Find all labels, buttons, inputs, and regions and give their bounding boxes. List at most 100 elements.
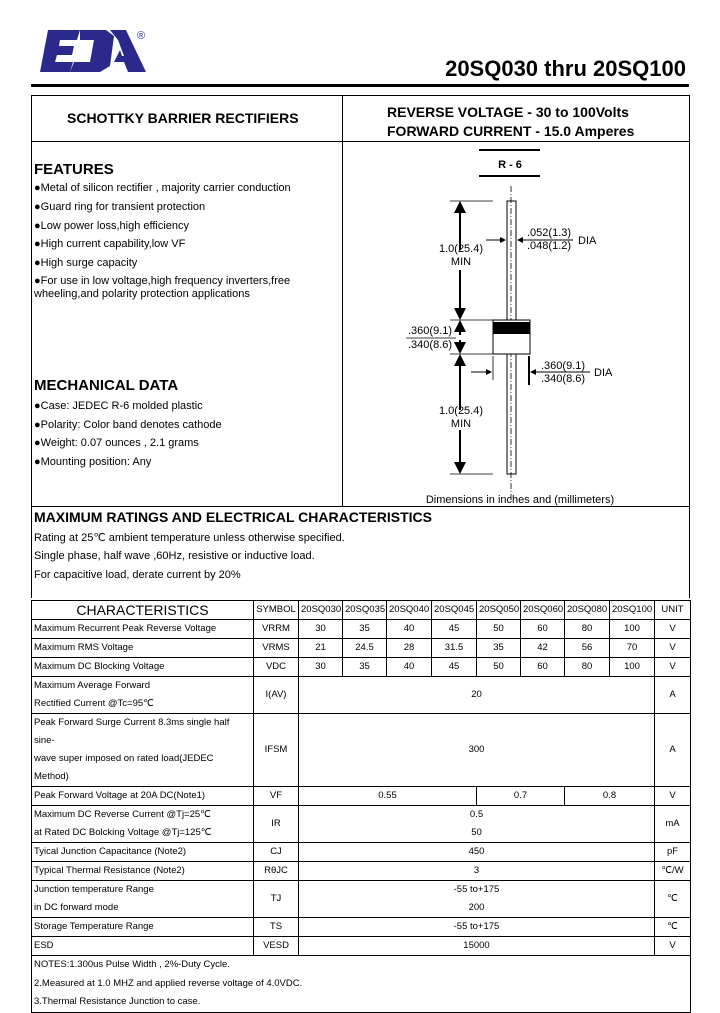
column-header: 20SQ040 bbox=[386, 600, 432, 620]
mechanical-item: ●Mounting position: Any bbox=[34, 456, 152, 468]
unit: A bbox=[654, 713, 691, 787]
symbol: IFSM bbox=[253, 713, 299, 787]
table-row: Maximum RMS Voltage VRMS 21 24.5 28 31.5 35 42 5… bbox=[31, 638, 691, 658]
characteristic-name: ESD bbox=[31, 936, 254, 956]
value-cell: 80 bbox=[564, 619, 610, 639]
divider bbox=[31, 141, 689, 142]
table-row: Maximum Recurrent Peak Reverse Voltage VR… bbox=[31, 619, 691, 639]
column-header: UNIT bbox=[654, 600, 691, 620]
column-header: 20SQ060 bbox=[520, 600, 565, 620]
value-cell: 42 bbox=[520, 638, 565, 658]
column-header: 20SQ050 bbox=[476, 600, 521, 620]
value-cell: 45 bbox=[431, 619, 477, 639]
logo: ® bbox=[40, 30, 146, 72]
symbol: TS bbox=[253, 917, 299, 937]
column-header: SYMBOL bbox=[253, 600, 299, 620]
characteristic-name: Maximum DC Reverse Current @Tj=25℃ at Ra… bbox=[31, 805, 254, 843]
mechanical-item: ●Case: JEDEC R-6 molded plastic bbox=[34, 400, 203, 412]
feature-item: ●High surge capacity bbox=[34, 257, 138, 269]
reverse-voltage: REVERSE VOLTAGE - 30 to 100Volts bbox=[387, 104, 629, 120]
value-cell: 450 bbox=[298, 842, 655, 862]
symbol: VRMS bbox=[253, 638, 299, 658]
table-row: Tyical Junction Capacitance (Note2) CJ 450… bbox=[31, 842, 691, 862]
unit: V bbox=[654, 936, 691, 956]
value-cell: 35 bbox=[342, 657, 387, 677]
characteristic-name: Peak Forward Voltage at 20A DC(Note1) bbox=[31, 786, 254, 806]
ratings-title: MAXIMUM RATINGS AND ELECTRICAL CHARACTER… bbox=[34, 509, 432, 525]
symbol: TJ bbox=[253, 880, 299, 918]
value-cell: 20 bbox=[298, 676, 655, 714]
ratings-line: For capacitive load, derate current by 2… bbox=[34, 569, 241, 581]
symbol: RθJC bbox=[253, 861, 299, 881]
unit: ℃ bbox=[654, 880, 691, 918]
mechanical-title: MECHANICAL DATA bbox=[34, 377, 179, 394]
symbol: VRRM bbox=[253, 619, 299, 639]
characteristic-name: Maximum DC Blocking Voltage bbox=[31, 657, 254, 677]
value-cell: 40 bbox=[386, 657, 432, 677]
symbol: VF bbox=[253, 786, 299, 806]
characteristic-name: Storage Temperature Range bbox=[31, 917, 254, 937]
value-cell: -55 to+175 bbox=[298, 917, 655, 937]
value-cell: 80 bbox=[564, 657, 610, 677]
unit: pF bbox=[654, 842, 691, 862]
table-row: Maximum DC Blocking Voltage VDC 30 35 40 45 50… bbox=[31, 657, 691, 677]
characteristic-name: Typical Thermal Resistance (Note2) bbox=[31, 861, 254, 881]
value-cell: 100 bbox=[609, 619, 655, 639]
column-header: 20SQ100 bbox=[609, 600, 655, 620]
value-cell: 3 bbox=[298, 861, 655, 881]
value-cell: 50 bbox=[476, 619, 521, 639]
feature-item: ●For use in low voltage,high frequency i… bbox=[34, 275, 291, 300]
table-row: Junction temperature Range in DC forward… bbox=[31, 880, 691, 918]
table-row: Typical Thermal Resistance (Note2) RθJC 3 ℃… bbox=[31, 861, 691, 881]
value-cell: 31.5 bbox=[431, 638, 477, 658]
value-cell: 28 bbox=[386, 638, 432, 658]
characteristic-name: Peak Forward Surge Current 8.3ms single … bbox=[31, 713, 254, 787]
value-cell: 0.5 50 bbox=[298, 805, 655, 843]
value-cell: 24.5 bbox=[342, 638, 387, 658]
column-header: 20SQ045 bbox=[431, 600, 477, 620]
value-cell: 15000 bbox=[298, 936, 655, 956]
unit: V bbox=[654, 619, 691, 639]
features-title: FEATURES bbox=[34, 161, 114, 178]
characteristic-name: Tyical Junction Capacitance (Note2) bbox=[31, 842, 254, 862]
ratings-line: Single phase, half wave ,60Hz, resistive… bbox=[34, 550, 315, 562]
symbol: VDC bbox=[253, 657, 299, 677]
symbol: I(AV) bbox=[253, 676, 299, 714]
notes: NOTES:1.300us Pulse Width , 2%-Duty Cycl… bbox=[31, 955, 691, 1013]
value-cell: -55 to+175 200 bbox=[298, 880, 655, 918]
mechanical-item: ●Weight: 0.07 ounces , 2.1 grams bbox=[34, 437, 199, 449]
value-cell: 0.55 bbox=[298, 786, 477, 806]
divider bbox=[342, 95, 343, 506]
value-cell: 56 bbox=[564, 638, 610, 658]
ratings-line: Rating at 25℃ ambient temperature unless… bbox=[34, 532, 345, 544]
value-cell: 45 bbox=[431, 657, 477, 677]
table-row: Peak Forward Voltage at 20A DC(Note1) VF 0… bbox=[31, 786, 691, 806]
characteristic-name: Maximum Average Forward Rectified Curren… bbox=[31, 676, 254, 714]
column-header: 20SQ035 bbox=[342, 600, 387, 620]
ratings-section bbox=[31, 506, 690, 598]
value-cell: 35 bbox=[476, 638, 521, 658]
symbol: IR bbox=[253, 805, 299, 843]
column-header: 20SQ030 bbox=[298, 600, 343, 620]
column-header: 20SQ080 bbox=[564, 600, 610, 620]
unit: A bbox=[654, 676, 691, 714]
table-header-row: CHARACTERISTICS SYMBOL 20SQ030 20SQ035 20SQ0… bbox=[31, 600, 691, 620]
characteristics-table: CHARACTERISTICS SYMBOL 20SQ030 20SQ035 20SQ0… bbox=[31, 600, 691, 1013]
table-row: Maximum DC Reverse Current @Tj=25℃ at Ra… bbox=[31, 805, 691, 843]
value-cell: 70 bbox=[609, 638, 655, 658]
feature-item: ●Low power loss,high efficiency bbox=[34, 220, 190, 232]
table-row: Maximum Average Forward Rectified Curren… bbox=[31, 676, 691, 714]
value-cell: 50 bbox=[476, 657, 521, 677]
column-header-characteristics: CHARACTERISTICS bbox=[31, 600, 254, 620]
unit: V bbox=[654, 638, 691, 658]
forward-current: FORWARD CURRENT - 15.0 Amperes bbox=[387, 123, 635, 139]
symbol: VESD bbox=[253, 936, 299, 956]
unit: V bbox=[654, 786, 691, 806]
registered-mark: ® bbox=[137, 30, 145, 42]
value-cell: 40 bbox=[386, 619, 432, 639]
header-rule bbox=[31, 84, 689, 87]
value-cell: 60 bbox=[520, 619, 565, 639]
mechanical-item: ●Polarity: Color band denotes cathode bbox=[34, 419, 222, 431]
feature-item: ●Guard ring for transient protection bbox=[34, 201, 206, 213]
value-cell: 0.8 bbox=[564, 786, 655, 806]
